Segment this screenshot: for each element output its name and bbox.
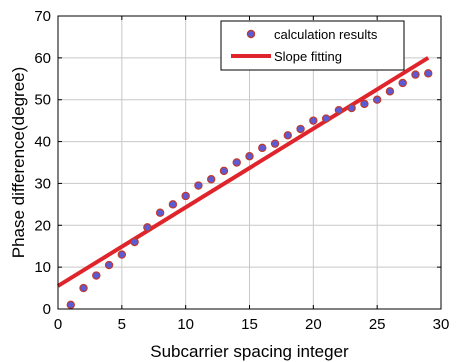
data-point [143, 223, 152, 232]
data-point [206, 175, 216, 184]
fit-line-layer [56, 56, 430, 288]
data-point [321, 114, 331, 123]
data-point [385, 87, 395, 96]
x-tick-label: 0 [54, 316, 62, 333]
x-tick-label: 10 [177, 316, 194, 333]
data-point [309, 116, 318, 125]
x-tick-label: 20 [305, 316, 322, 333]
y-tick-label: 0 [43, 301, 51, 318]
data-point [130, 237, 139, 247]
y-tick-label: 50 [34, 92, 51, 109]
y-tick-label: 20 [34, 217, 51, 234]
data-point [283, 131, 292, 140]
fit-line-slope-fitting [56, 56, 430, 288]
data-point [168, 200, 178, 209]
y-tick-label: 30 [34, 175, 51, 192]
x-tick-label: 30 [433, 316, 450, 333]
data-point [104, 260, 114, 270]
data-point [92, 271, 101, 280]
data-point [66, 300, 75, 310]
x-axis-label: Subcarrier spacing integer [150, 342, 349, 361]
data-point [411, 70, 420, 79]
legend: calculation results Slope fitting [220, 20, 405, 71]
data-point [360, 99, 369, 109]
data-point [232, 158, 241, 167]
data-points [66, 69, 433, 310]
legend-label-slope-fitting: Slope fitting [274, 49, 342, 64]
data-point [424, 69, 433, 78]
data-point [117, 250, 127, 259]
y-tick-label: 10 [34, 259, 51, 276]
data-point [245, 152, 254, 161]
data-point [334, 105, 344, 115]
data-point [155, 208, 165, 217]
axis-ticks: 0 5 10 15 20 25 30 0 10 20 30 40 50 60 70 [34, 8, 449, 333]
y-tick-label: 40 [34, 134, 51, 151]
x-tick-label: 25 [369, 316, 386, 333]
data-point [347, 103, 356, 113]
data-point [372, 95, 382, 104]
data-point [219, 166, 229, 176]
y-axis-label: Phase difference(degree) [9, 67, 28, 259]
x-tick-label: 5 [118, 316, 126, 333]
data-point [296, 124, 305, 134]
data-point [398, 78, 407, 88]
data-point [270, 139, 280, 148]
data-point [194, 181, 203, 190]
data-point [258, 143, 267, 153]
y-tick-label: 60 [34, 50, 51, 67]
y-tick-label: 70 [34, 8, 51, 25]
data-point [181, 191, 190, 201]
legend-label-calculation-results: calculation results [274, 27, 378, 42]
legend-box [220, 20, 405, 71]
x-tick-label: 15 [241, 316, 258, 333]
data-point [79, 283, 88, 293]
legend-marker-calculation-results [246, 29, 256, 39]
